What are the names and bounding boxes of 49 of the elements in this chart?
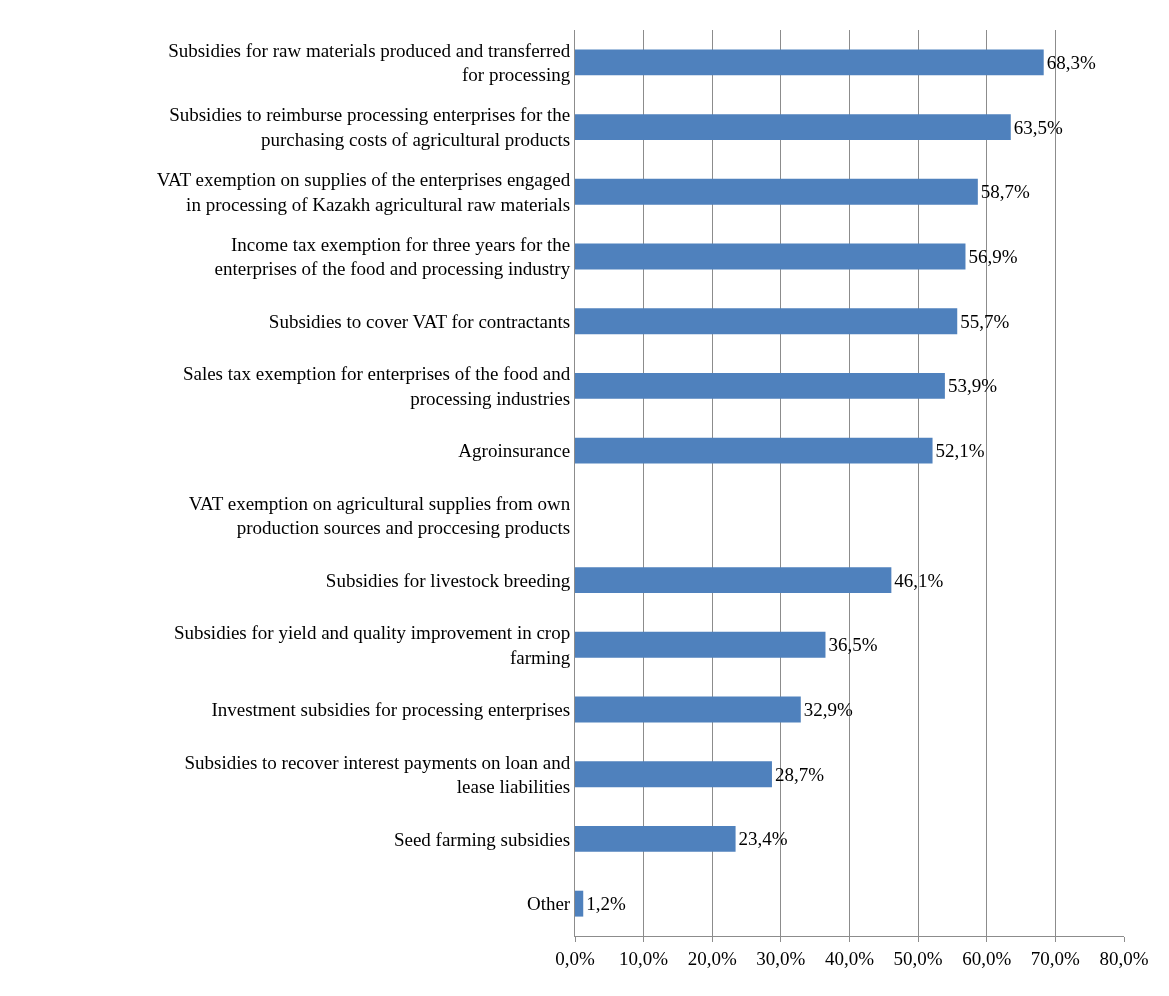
- bar: [575, 696, 801, 723]
- bar: [575, 49, 1044, 76]
- data-label: 46,1%: [894, 569, 944, 591]
- bar: [575, 243, 966, 270]
- y-tick-label: Seed farming subsidies: [393, 828, 571, 850]
- x-tick-label: 0,0%: [555, 947, 595, 969]
- data-label: 68,3%: [1046, 51, 1096, 73]
- y-tick-label: VAT exemption on supplies of the enterprises engaged in processing of Kazakh agricultural raw materials: [156, 169, 571, 215]
- data-label: 55,7%: [960, 310, 1010, 332]
- x-tick-label: 70,0%: [1030, 947, 1081, 969]
- bar: [575, 761, 772, 788]
- y-tick-label: Subsidies to recover interest payments on loan and lease liabilities: [184, 751, 571, 798]
- y-tick-label: VAT exemption on agricultural supplies from own production sources and proccesing products: [188, 492, 571, 539]
- bar: [575, 437, 933, 464]
- x-tick-label: 10,0%: [619, 947, 669, 969]
- bar: [575, 567, 892, 594]
- bar: [575, 890, 584, 917]
- y-tick-label: Subsidies to cover VAT for contractants: [268, 310, 571, 332]
- bar: [575, 178, 978, 205]
- data-label: 28,7%: [774, 763, 825, 785]
- y-tick-label: Subsidies to reimburse processing enterprises for the purchasing costs of agricultural products: [169, 104, 571, 151]
- bar: [575, 825, 736, 852]
- data-label: 52,1%: [935, 440, 985, 462]
- y-tick-label: Subsidies for livestock breeding: [325, 569, 571, 591]
- data-label: 23,4%: [738, 828, 788, 850]
- y-tick-label: Subsidies for raw materials produced and transferred for processing: [168, 39, 571, 86]
- data-label: 36,5%: [828, 634, 878, 656]
- y-tick-label: Investment subsidies for processing enterprises: [211, 699, 571, 721]
- x-tick-label: 60,0%: [962, 947, 1012, 969]
- y-tick-label: Other: [526, 893, 571, 915]
- y-tick-label: Agroinsurance: [458, 440, 571, 462]
- bar: [575, 372, 945, 399]
- data-label: 58,7%: [980, 181, 1031, 203]
- x-tick-label: 80,0%: [1099, 947, 1149, 969]
- x-tick-label: 20,0%: [687, 947, 737, 969]
- x-tick-label: 50,0%: [893, 947, 943, 969]
- bar: [575, 308, 958, 335]
- y-tick-label: Sales tax exemption for enterprises of the food and processing industries: [182, 363, 571, 409]
- data-label: 32,9%: [803, 699, 854, 720]
- x-tick-label: 30,0%: [756, 947, 806, 969]
- bar: [575, 114, 1011, 141]
- x-tick-label: 40,0%: [824, 947, 875, 969]
- data-label: 53,9%: [947, 375, 998, 397]
- bar: [575, 631, 826, 658]
- y-tick-label: Subsidies for yield and quality improvement in crop farming: [173, 622, 571, 668]
- data-label: 1,2%: [586, 893, 626, 915]
- data-label: 56,9%: [968, 246, 1018, 267]
- data-label: 63,5%: [1013, 116, 1064, 138]
- y-tick-label: Income tax exemption for three years for the enterprises of the food and processing industry: [214, 233, 571, 280]
